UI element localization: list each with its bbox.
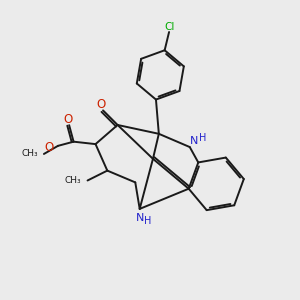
Text: H: H bbox=[144, 216, 152, 226]
Text: N: N bbox=[190, 136, 198, 146]
Text: CH₃: CH₃ bbox=[64, 176, 81, 185]
Text: N: N bbox=[136, 213, 144, 223]
Text: H: H bbox=[199, 133, 206, 142]
Text: Cl: Cl bbox=[164, 22, 174, 32]
Text: O: O bbox=[45, 140, 54, 154]
Text: O: O bbox=[96, 98, 105, 111]
Text: O: O bbox=[63, 113, 72, 126]
Text: CH₃: CH₃ bbox=[22, 149, 39, 158]
